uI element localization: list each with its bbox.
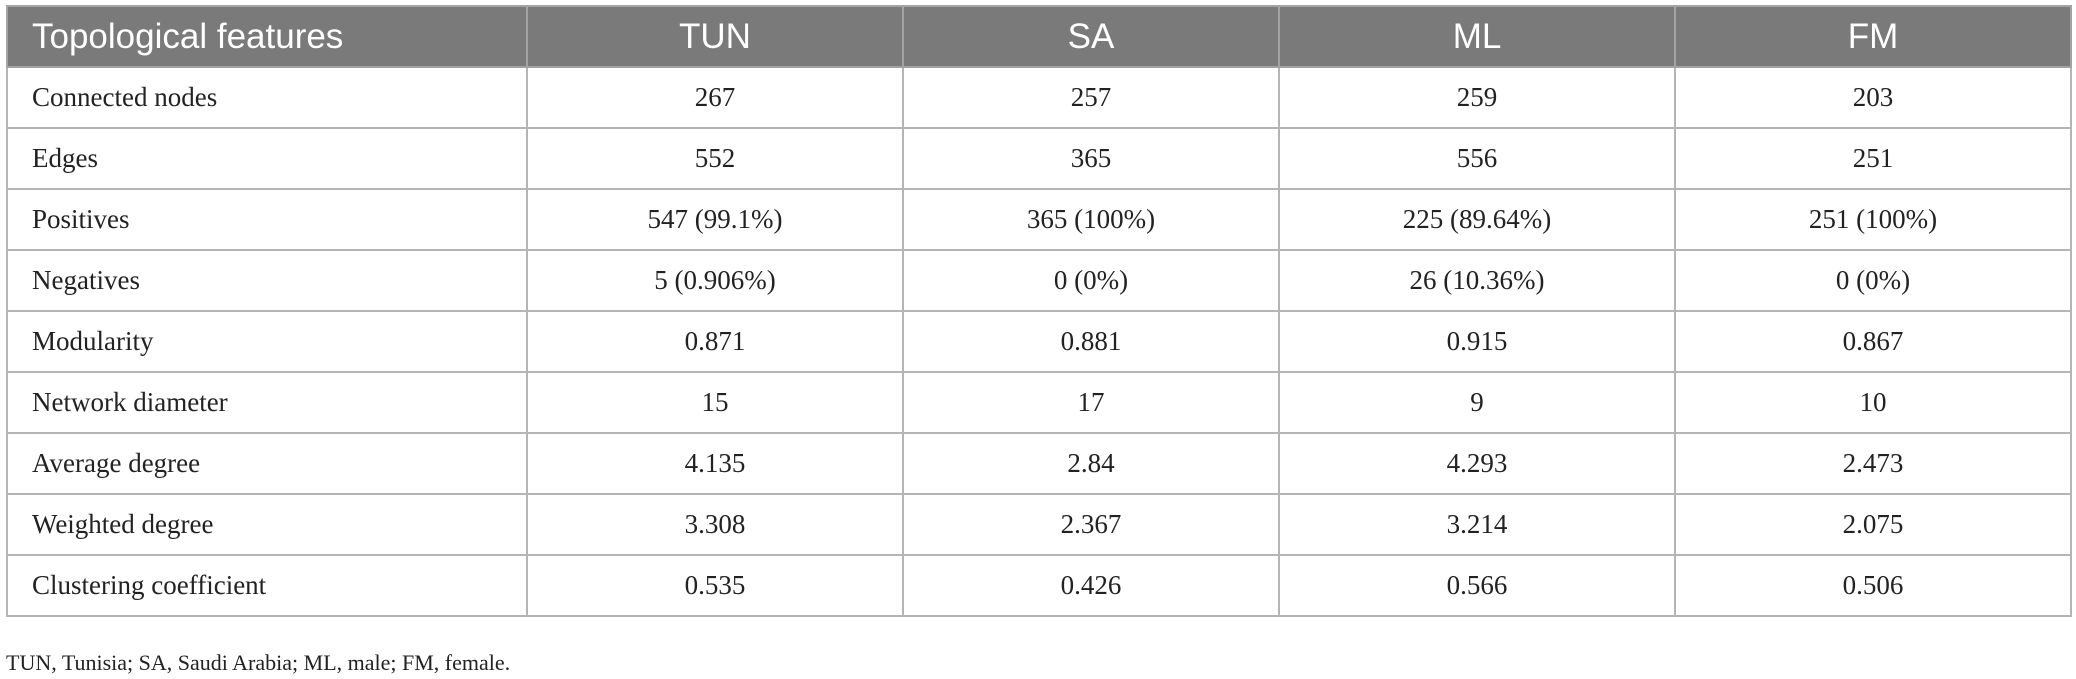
table-row: Negatives 5 (0.906%) 0 (0%) 26 (10.36%) … [6, 249, 2072, 312]
cell-sa: 0 (0%) [902, 249, 1280, 312]
cell-sa: 2.84 [902, 432, 1280, 495]
header-cell-fm: FM [1674, 5, 2072, 68]
cell-tun: 547 (99.1%) [526, 188, 904, 251]
header-cell-ml: ML [1278, 5, 1676, 68]
cell-ml: 9 [1278, 371, 1676, 434]
header-cell-sa: SA [902, 5, 1280, 68]
cell-tun: 3.308 [526, 493, 904, 556]
table-row: Average degree 4.135 2.84 4.293 2.473 [6, 432, 2072, 495]
table-header-row: Topological features TUN SA ML FM [6, 5, 2072, 68]
header-cell-feature: Topological features [6, 5, 528, 68]
cell-ml: 3.214 [1278, 493, 1676, 556]
topological-features-table: Topological features TUN SA ML FM Connec… [6, 5, 2072, 617]
row-label: Weighted degree [6, 493, 528, 556]
topological-features-table-container: Topological features TUN SA ML FM Connec… [6, 5, 2072, 617]
cell-fm: 2.473 [1674, 432, 2072, 495]
cell-sa: 365 (100%) [902, 188, 1280, 251]
cell-ml: 0.566 [1278, 554, 1676, 617]
cell-fm: 203 [1674, 66, 2072, 129]
cell-fm: 10 [1674, 371, 2072, 434]
table-row: Weighted degree 3.308 2.367 3.214 2.075 [6, 493, 2072, 556]
cell-ml: 556 [1278, 127, 1676, 190]
row-label: Modularity [6, 310, 528, 373]
cell-tun: 0.535 [526, 554, 904, 617]
cell-fm: 251 [1674, 127, 2072, 190]
cell-sa: 0.881 [902, 310, 1280, 373]
cell-sa: 0.426 [902, 554, 1280, 617]
cell-ml: 225 (89.64%) [1278, 188, 1676, 251]
cell-tun: 4.135 [526, 432, 904, 495]
cell-ml: 4.293 [1278, 432, 1676, 495]
row-label: Edges [6, 127, 528, 190]
row-label: Positives [6, 188, 528, 251]
table-row: Clustering coefficient 0.535 0.426 0.566… [6, 554, 2072, 617]
cell-tun: 267 [526, 66, 904, 129]
cell-ml: 0.915 [1278, 310, 1676, 373]
cell-fm: 2.075 [1674, 493, 2072, 556]
cell-sa: 365 [902, 127, 1280, 190]
cell-sa: 17 [902, 371, 1280, 434]
table-row: Connected nodes 267 257 259 203 [6, 66, 2072, 129]
cell-ml: 259 [1278, 66, 1676, 129]
row-label: Average degree [6, 432, 528, 495]
table-footnote: TUN, Tunisia; SA, Saudi Arabia; ML, male… [6, 650, 511, 675]
table-row: Modularity 0.871 0.881 0.915 0.867 [6, 310, 2072, 373]
cell-fm: 0.506 [1674, 554, 2072, 617]
row-label: Network diameter [6, 371, 528, 434]
row-label: Negatives [6, 249, 528, 312]
row-label: Connected nodes [6, 66, 528, 129]
header-cell-tun: TUN [526, 5, 904, 68]
cell-tun: 552 [526, 127, 904, 190]
cell-fm: 0.867 [1674, 310, 2072, 373]
cell-fm: 251 (100%) [1674, 188, 2072, 251]
table-row: Positives 547 (99.1%) 365 (100%) 225 (89… [6, 188, 2072, 251]
cell-sa: 2.367 [902, 493, 1280, 556]
table-row: Edges 552 365 556 251 [6, 127, 2072, 190]
cell-ml: 26 (10.36%) [1278, 249, 1676, 312]
table-row: Network diameter 15 17 9 10 [6, 371, 2072, 434]
cell-tun: 15 [526, 371, 904, 434]
cell-tun: 0.871 [526, 310, 904, 373]
row-label: Clustering coefficient [6, 554, 528, 617]
cell-sa: 257 [902, 66, 1280, 129]
cell-fm: 0 (0%) [1674, 249, 2072, 312]
cell-tun: 5 (0.906%) [526, 249, 904, 312]
